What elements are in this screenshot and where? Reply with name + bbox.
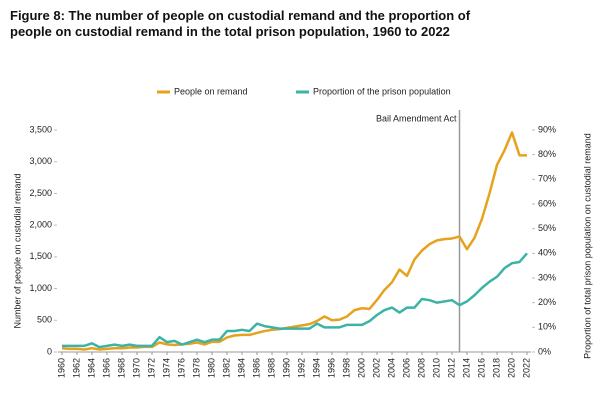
x-tick-label: 1998	[341, 358, 351, 378]
y-tick-label: 3,500	[29, 124, 52, 134]
y2-tick-label: 40%	[538, 248, 556, 258]
x-tick-label: 1960	[56, 358, 66, 378]
y2-tick-label: 30%	[538, 272, 556, 282]
y2-tick-label: 0%	[538, 346, 551, 356]
x-tick-label: 1974	[161, 358, 171, 378]
x-tick-label: 2016	[476, 358, 486, 378]
y2-tick-label: 90%	[538, 124, 556, 134]
x-tick-label: 2022	[521, 358, 531, 378]
x-tick-label: 1964	[86, 358, 96, 378]
x-tick-label: 1972	[146, 358, 156, 378]
y2-tick-label: 10%	[538, 322, 556, 332]
y2-tick-label: 50%	[538, 223, 556, 233]
x-tick-label: 1986	[251, 358, 261, 378]
x-tick-label: 1970	[131, 358, 141, 378]
series-line	[62, 252, 528, 349]
legend-label: People on remand	[174, 86, 248, 96]
x-tick-label: 1980	[206, 358, 216, 378]
x-tick-label: 2010	[431, 358, 441, 378]
y2-tick-label: 80%	[538, 149, 556, 159]
x-tick-label: 2012	[446, 358, 456, 378]
x-tick-label: 1996	[326, 358, 336, 378]
x-tick-label: 2004	[386, 358, 396, 378]
y-tick-label: 0	[47, 346, 52, 356]
x-tick-label: 2002	[371, 358, 381, 378]
y-tick-label: 3,000	[29, 156, 52, 166]
y2-tick-label: 20%	[538, 297, 556, 307]
x-tick-label: 1962	[71, 358, 81, 378]
x-tick-label: 2008	[416, 358, 426, 378]
y2-tick-label: 70%	[538, 174, 556, 184]
x-tick-label: 2018	[491, 358, 501, 378]
series-line	[61, 131, 527, 351]
legend-label: Proportion of the prison population	[313, 86, 451, 96]
chart-title: Figure 8: The number of people on custod…	[10, 8, 471, 39]
y-tick-label: 2,000	[29, 220, 52, 230]
x-tick-label: 1978	[191, 358, 201, 378]
x-tick-label: 1966	[101, 358, 111, 378]
x-tick-label: 1994	[311, 358, 321, 378]
x-tick-label: 1984	[236, 358, 246, 378]
y2-tick-label: 60%	[538, 198, 556, 208]
y-tick-label: 2,500	[29, 188, 52, 198]
annotation-label: Bail Amendment Act	[376, 113, 457, 123]
y-tick-label: 500	[37, 315, 52, 325]
x-tick-label: 1968	[116, 358, 126, 378]
y-axis-label: Number of people on custodial remand	[12, 173, 22, 328]
x-tick-label: 1992	[296, 358, 306, 378]
x-tick-label: 1988	[266, 358, 276, 378]
y-tick-label: 1,000	[29, 283, 52, 293]
y-tick-label: 1,500	[29, 251, 52, 261]
x-tick-label: 2000	[356, 358, 366, 378]
x-tick-label: 1990	[281, 358, 291, 378]
y2-axis-label: Proportion of total prison population on…	[582, 133, 592, 359]
x-tick-label: 1976	[176, 358, 186, 378]
x-tick-label: 2014	[461, 358, 471, 378]
x-tick-label: 2006	[401, 358, 411, 378]
x-tick-label: 2020	[506, 358, 516, 378]
x-tick-label: 1982	[221, 358, 231, 378]
